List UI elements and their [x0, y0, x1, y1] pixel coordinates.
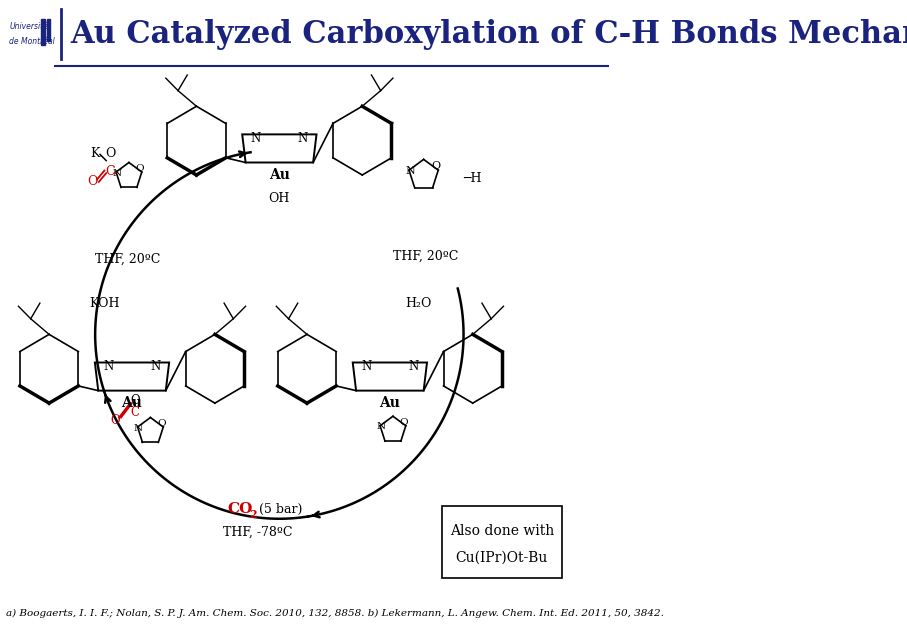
Text: a) Boogaerts, I. I. F.; Nolan, S. P. J. Am. Chem. Soc. 2010, 132, 8858. b) Leker: a) Boogaerts, I. I. F.; Nolan, S. P. J. …: [6, 609, 664, 618]
Text: Au: Au: [379, 396, 400, 410]
Text: K: K: [91, 147, 100, 159]
Text: O: O: [87, 175, 97, 188]
Text: N: N: [151, 360, 161, 372]
Text: N: N: [405, 166, 415, 176]
Text: OH: OH: [268, 192, 290, 204]
Bar: [47, 19, 51, 41]
Text: ─H: ─H: [463, 172, 482, 184]
Text: Cu(IPr)Ot-Bu: Cu(IPr)Ot-Bu: [455, 550, 548, 564]
Text: Au: Au: [268, 168, 290, 182]
Text: CO: CO: [227, 503, 252, 516]
Text: N: N: [297, 132, 308, 144]
Text: 2: 2: [249, 509, 257, 521]
Text: THF, 20ºC: THF, 20ºC: [393, 250, 458, 262]
Text: O: O: [136, 164, 144, 173]
Text: O: O: [400, 418, 408, 427]
Text: C: C: [131, 406, 140, 419]
Text: O: O: [105, 147, 116, 159]
Text: O: O: [157, 419, 166, 428]
Text: Au: Au: [122, 396, 142, 410]
Text: KOH: KOH: [89, 297, 120, 309]
Text: N: N: [361, 360, 371, 372]
Text: N: N: [133, 424, 142, 432]
Text: N: N: [250, 132, 261, 144]
Text: N: N: [408, 360, 419, 372]
Text: de Montréal: de Montréal: [9, 38, 55, 46]
Text: O: O: [110, 414, 120, 426]
FancyBboxPatch shape: [442, 506, 561, 578]
Text: H₂O: H₂O: [405, 297, 432, 309]
Text: Université: Université: [9, 22, 48, 31]
Text: N: N: [376, 422, 385, 431]
Bar: [41, 19, 45, 45]
Text: THF, 20ºC: THF, 20ºC: [95, 253, 161, 266]
Text: THF, -78ºC: THF, -78ºC: [223, 526, 292, 539]
Text: (5 bar): (5 bar): [256, 503, 303, 516]
Text: Also done with: Also done with: [450, 524, 554, 538]
Text: O: O: [432, 161, 441, 171]
Text: Au Catalyzed Carboxylation of C-H Bonds Mechanism: Au Catalyzed Carboxylation of C-H Bonds …: [71, 19, 907, 50]
Text: O: O: [131, 394, 140, 406]
Text: C: C: [106, 166, 115, 178]
Text: N: N: [103, 360, 113, 372]
Text: N: N: [112, 169, 122, 177]
